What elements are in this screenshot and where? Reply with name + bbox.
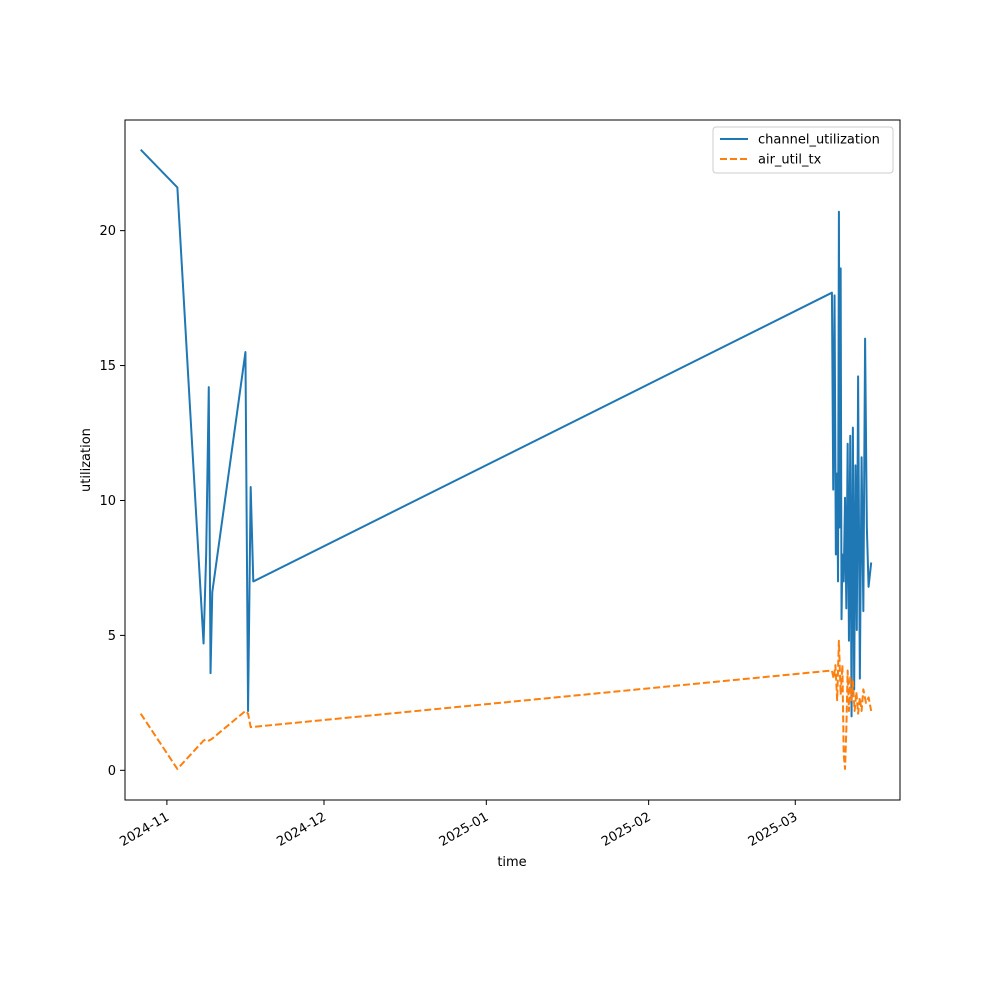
y-tick-label: 5: [108, 629, 116, 644]
x-tick-label: 2025-02: [599, 810, 654, 850]
y-tick-label: 0: [108, 764, 116, 779]
x-axis-label: time: [497, 855, 526, 870]
x-tick-label: 2025-03: [746, 810, 801, 850]
y-axis-label: utilization: [79, 428, 94, 492]
y-tick-label: 20: [99, 224, 116, 239]
y-tick-label: 10: [99, 494, 116, 509]
x-tick-label: 2024-11: [117, 810, 172, 850]
x-tick-label: 2024-12: [274, 810, 329, 850]
x-axis: 2024-11 2024-12 2025-01 2025-02 2025-03: [117, 800, 800, 850]
y-tick-label: 15: [99, 359, 116, 374]
series-line-channel_utilization: [139, 148, 873, 718]
legend-box: [712, 126, 894, 174]
x-tick-label: 2025-01: [437, 810, 492, 850]
series-layer: [139, 148, 873, 770]
plot-frame: [124, 119, 901, 801]
series-line-air_util_tx: [139, 639, 873, 770]
legend: channel_utilization air_util_tx: [712, 126, 894, 174]
y-axis: 0 5 10 15 20: [99, 224, 125, 779]
legend-label-air_util_tx: air_util_tx: [758, 153, 822, 168]
legend-label-channel_utilization: channel_utilization: [758, 133, 880, 148]
